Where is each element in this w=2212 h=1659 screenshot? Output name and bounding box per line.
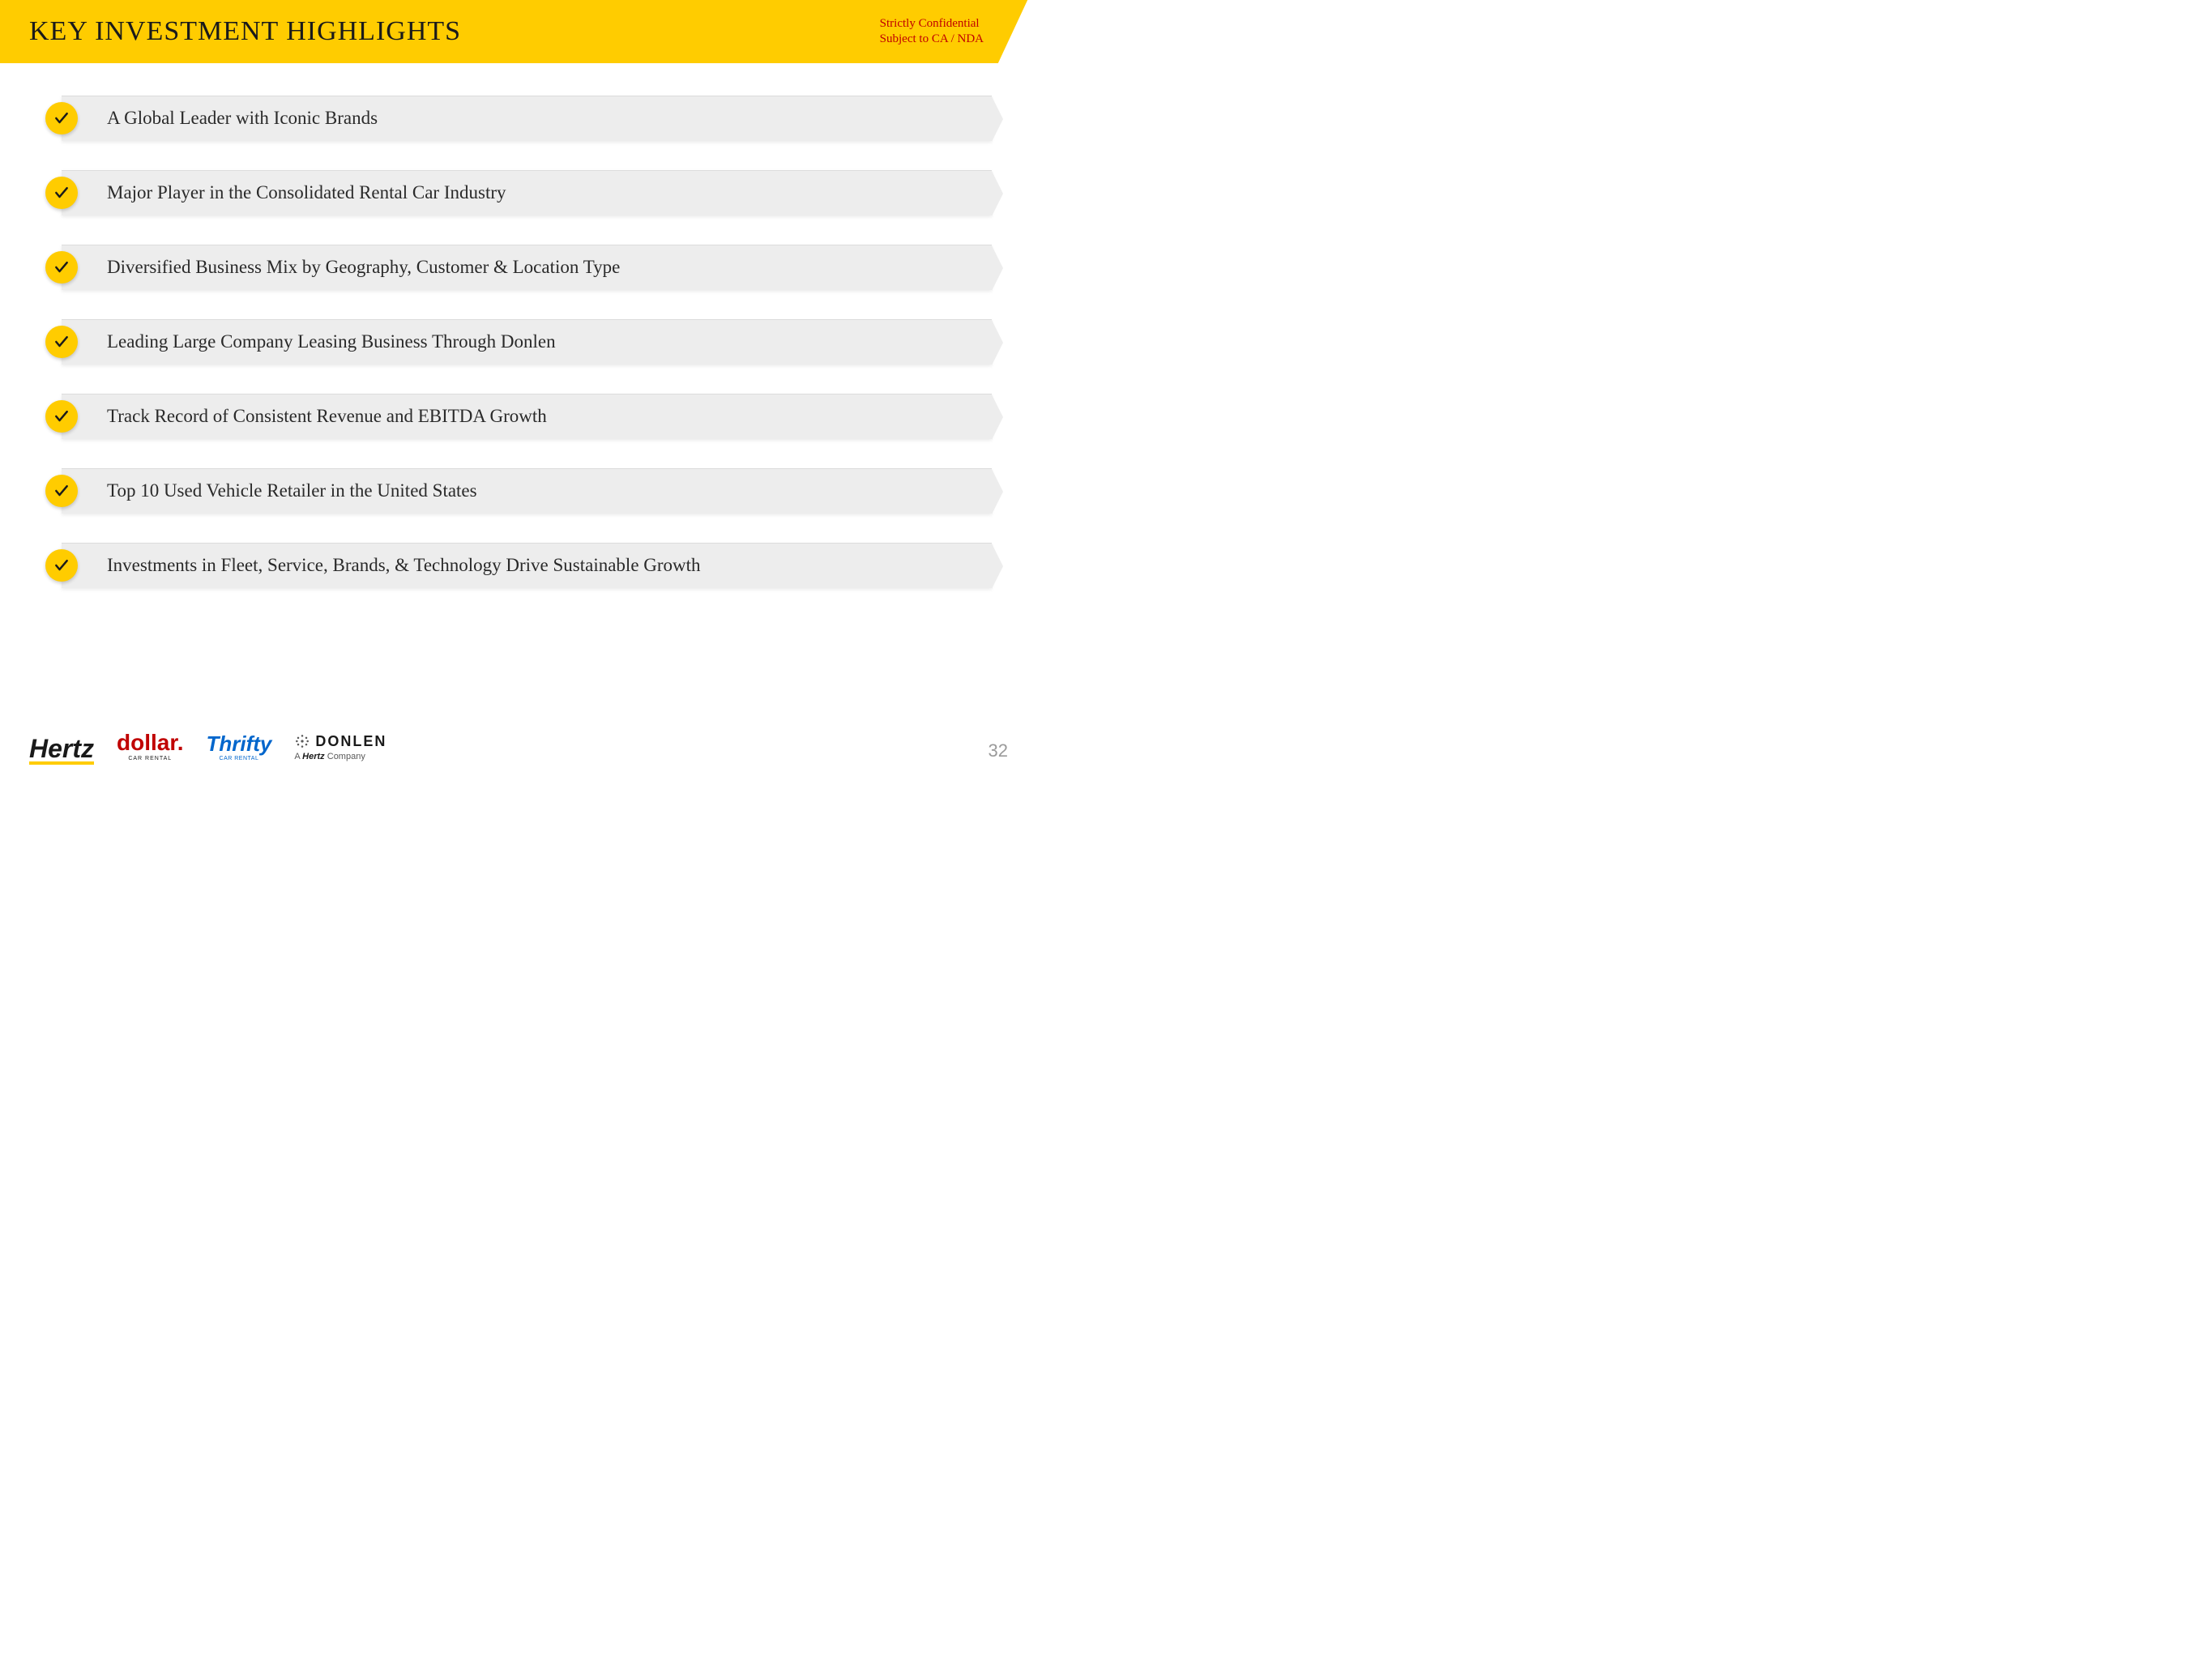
logo-dollar-main: dollar.	[117, 731, 183, 754]
highlight-text: Investments in Fleet, Service, Brands, &…	[107, 555, 701, 576]
highlight-text: Diversified Business Mix by Geography, C…	[107, 257, 620, 278]
highlight-row: Leading Large Company Leasing Business T…	[45, 319, 992, 365]
donlen-dots-icon	[294, 733, 310, 749]
header-bar: KEY INVESTMENT HIGHLIGHTS Strictly Confi…	[0, 0, 1037, 63]
confidential-line-1: Strictly Confidential	[880, 16, 984, 32]
highlight-row: A Global Leader with Iconic Brands	[45, 96, 992, 141]
confidential-block: Strictly Confidential Subject to CA / ND…	[880, 16, 984, 48]
highlight-text: Top 10 Used Vehicle Retailer in the Unit…	[107, 480, 477, 501]
check-circle	[45, 475, 78, 507]
highlight-text: Major Player in the Consolidated Rental …	[107, 182, 506, 203]
highlight-text: Leading Large Company Leasing Business T…	[107, 331, 556, 352]
donlen-sub-brand: Hertz	[302, 752, 325, 761]
footer: Hertz dollar. CAR RENTAL Thrifty CAR REN…	[29, 731, 1008, 761]
donlen-sub-suffix: Company	[325, 752, 365, 761]
logo-thrifty-sub: CAR RENTAL	[220, 756, 259, 761]
page-number: 32	[989, 740, 1008, 761]
logo-dollar: dollar. CAR RENTAL	[117, 731, 183, 761]
highlight-text: A Global Leader with Iconic Brands	[107, 108, 378, 129]
logo-donlen-top: DONLEN	[294, 733, 386, 749]
highlight-row: Diversified Business Mix by Geography, C…	[45, 245, 992, 290]
checkmark-icon	[53, 110, 70, 126]
logo-strip: Hertz dollar. CAR RENTAL Thrifty CAR REN…	[29, 731, 386, 761]
highlight-row: Investments in Fleet, Service, Brands, &…	[45, 543, 992, 588]
logo-thrifty-main: Thrifty	[206, 733, 271, 754]
content-area: A Global Leader with Iconic Brands Major…	[0, 63, 1037, 588]
check-circle	[45, 102, 78, 134]
check-circle	[45, 400, 78, 433]
confidential-line-2: Subject to CA / NDA	[880, 32, 984, 48]
check-circle	[45, 326, 78, 358]
highlight-row: Track Record of Consistent Revenue and E…	[45, 394, 992, 439]
logo-donlen-main: DONLEN	[315, 734, 386, 748]
checkmark-icon	[53, 334, 70, 350]
slide-title: KEY INVESTMENT HIGHLIGHTS	[29, 16, 461, 47]
checkmark-icon	[53, 408, 70, 424]
logo-donlen-sub: A Hertz Company	[294, 753, 386, 761]
logo-donlen: DONLEN A Hertz Company	[294, 733, 386, 761]
checkmark-icon	[53, 483, 70, 499]
check-circle	[45, 549, 78, 582]
logo-dollar-sub: CAR RENTAL	[128, 756, 172, 761]
checkmark-icon	[53, 557, 70, 574]
highlight-row: Top 10 Used Vehicle Retailer in the Unit…	[45, 468, 992, 514]
check-circle	[45, 251, 78, 284]
logo-thrifty: Thrifty CAR RENTAL	[206, 733, 271, 761]
highlight-row: Major Player in the Consolidated Rental …	[45, 170, 992, 215]
donlen-sub-prefix: A	[294, 752, 302, 761]
logo-hertz: Hertz	[29, 736, 94, 761]
checkmark-icon	[53, 185, 70, 201]
highlight-text: Track Record of Consistent Revenue and E…	[107, 406, 547, 427]
checkmark-icon	[53, 259, 70, 275]
check-circle	[45, 177, 78, 209]
